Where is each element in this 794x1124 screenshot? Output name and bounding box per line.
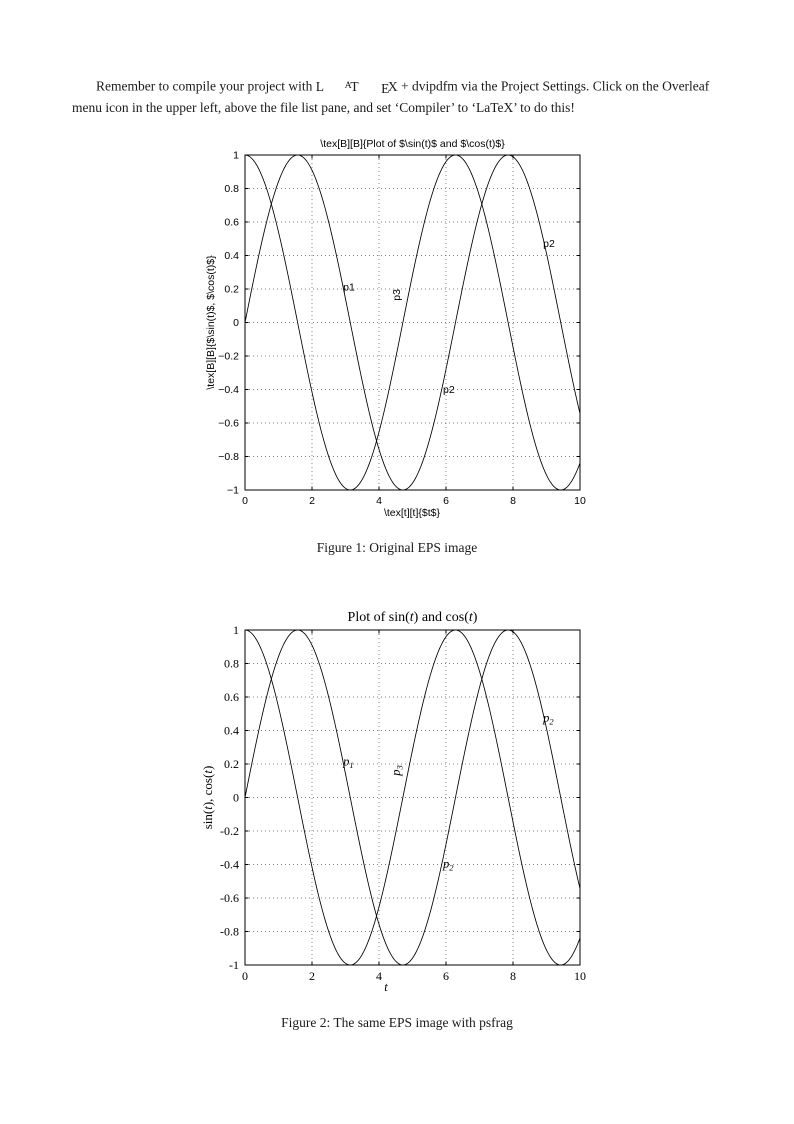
- x-tick-label: 6: [443, 969, 449, 983]
- y-tick-label: 0.2: [224, 283, 239, 295]
- latex-letter: A: [344, 80, 352, 91]
- x-tick-label: 6: [443, 495, 449, 507]
- x-tick-label: 0: [242, 495, 248, 507]
- latex-letter: T: [350, 78, 359, 94]
- paragraph-line1-pre: Remember to compile your project with: [96, 78, 316, 94]
- y-tick-label: −0.6: [218, 417, 239, 429]
- x-tick-label: 10: [574, 495, 586, 507]
- latex-logo: L AT EX: [315, 78, 398, 97]
- y-tick-label: 0: [233, 790, 239, 804]
- curve-sin: [244, 629, 581, 966]
- chart-title: \tex[B][B]{Plot of $\sin(t)$ and $\cos(t…: [320, 138, 505, 150]
- y-tick-label: 0.4: [224, 723, 239, 737]
- x-tick-label: 8: [510, 495, 516, 507]
- chart-title: Plot of sin(t) and cos(t): [348, 610, 478, 625]
- plot-annotation: p2: [542, 711, 554, 727]
- x-tick-label: 0: [242, 969, 248, 983]
- curve-cos: [244, 629, 581, 966]
- y-tick-label: -0.6: [220, 891, 239, 905]
- x-axis-label: t: [384, 980, 388, 994]
- y-tick-label: 0.8: [224, 183, 239, 195]
- y-tick-label: -0.4: [220, 857, 239, 871]
- paragraph-line2: menu icon in the upper left, above the f…: [72, 100, 575, 116]
- curve-sin: [244, 154, 581, 491]
- y-tick-label: 1: [233, 623, 239, 637]
- y-axis-label: sin(t), cos(t): [200, 766, 215, 830]
- x-tick-label: 2: [309, 969, 315, 983]
- y-tick-label: 1: [233, 149, 239, 161]
- y-tick-label: −1: [227, 484, 239, 496]
- plot-annotation: p3: [391, 289, 403, 301]
- y-tick-label: −0.4: [218, 384, 239, 396]
- grid-lines: [245, 630, 580, 965]
- x-tick-label: 2: [309, 495, 315, 507]
- x-tick-label: 4: [376, 969, 382, 983]
- latex-letter: L: [315, 78, 324, 94]
- plot-annotation: p1: [343, 282, 355, 294]
- tick-marks: [244, 629, 581, 966]
- y-tick-label: 0.6: [224, 216, 239, 228]
- y-tick-label: -1: [229, 958, 239, 972]
- paragraph-line1-post: + dvipdfm via the Project Settings. Clic…: [397, 78, 710, 94]
- y-axis-label: \tex[B][B]{$\sin(t)$, $\cos(t)$}: [205, 255, 217, 390]
- tick-marks: [244, 154, 581, 491]
- y-tick-label: -0.8: [220, 924, 239, 938]
- latex-letter: E: [381, 81, 390, 97]
- y-tick-label: 0.8: [224, 656, 239, 670]
- latex-letter: X: [387, 78, 398, 94]
- figure1-plot: 0 2 4 6 8 10 1 0.8 0.6 0.4 0.2 0 −0.2 −0.4 −0.6 −0.8 −1 \…: [205, 138, 586, 519]
- intro-paragraph: Remember to compile your project with L A…: [72, 76, 772, 117]
- y-tick-label: 0: [233, 317, 239, 329]
- plot-annotation: p2: [443, 384, 455, 396]
- x-tick-label: 8: [510, 969, 516, 983]
- y-tick-label: 0.2: [224, 757, 239, 771]
- x-tick-label: 4: [376, 495, 382, 507]
- figure2-plot: 0 2 4 6 8 10 1 0.8 0.6 0.4 0.2 0 -0.2 -0.4 -0.6 -0.8 -1 P…: [200, 610, 586, 994]
- plot-annotation: p2: [543, 238, 555, 250]
- y-tick-label: −0.8: [218, 451, 239, 463]
- x-axis-label: \tex[t][t]{$t$}: [384, 507, 441, 519]
- y-tick-label: 0.4: [224, 250, 239, 262]
- plot-annotation: p1: [342, 755, 354, 771]
- figure1-caption: Figure 1: Original EPS image: [316, 540, 478, 555]
- curve-cos: [244, 154, 581, 491]
- plot-annotation: p3: [389, 765, 405, 777]
- plot-annotation: p2: [442, 857, 454, 873]
- y-tick-label: -0.2: [220, 824, 239, 838]
- x-tick-label: 10: [574, 969, 586, 983]
- grid-lines: [245, 155, 580, 490]
- y-tick-label: −0.2: [218, 350, 239, 362]
- y-tick-label: 0.6: [224, 690, 239, 704]
- figure2-caption: Figure 2: The same EPS image with psfrag: [281, 1015, 513, 1030]
